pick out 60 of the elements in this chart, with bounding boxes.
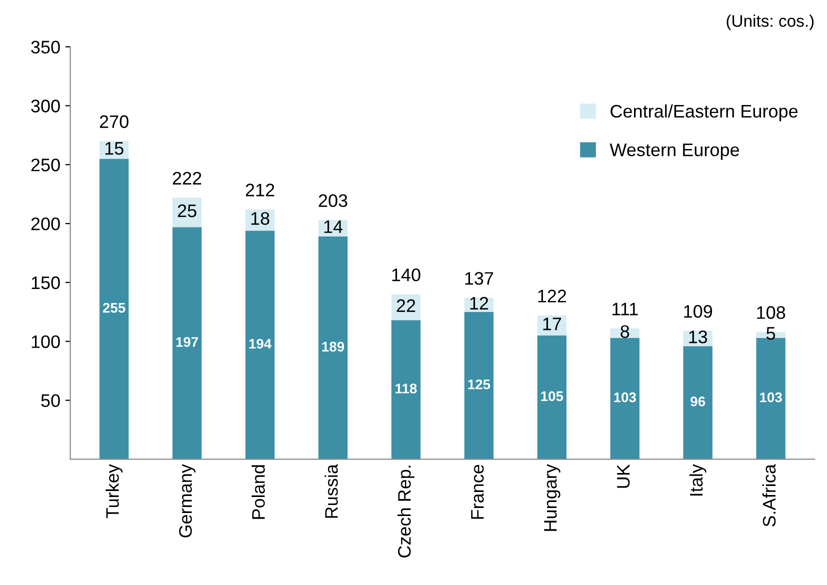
total-label: 140 xyxy=(392,268,420,282)
x-tick-label: France xyxy=(471,464,484,519)
bar xyxy=(683,346,712,460)
data-label: 125 xyxy=(468,379,490,390)
x-tick-label: Germany xyxy=(179,464,196,538)
data-label: 105 xyxy=(541,391,564,402)
data-label: 12 xyxy=(470,296,488,310)
data-label: 8 xyxy=(620,325,630,338)
x-tick-label: UK xyxy=(617,464,630,488)
data-label: 15 xyxy=(105,142,124,155)
bar xyxy=(537,335,566,460)
total-label: 222 xyxy=(172,172,202,184)
data-label: 17 xyxy=(543,318,562,330)
total-label: 270 xyxy=(100,115,128,128)
data-label: 103 xyxy=(760,392,782,402)
data-label: 13 xyxy=(689,330,708,344)
y-tick-label: 200 xyxy=(31,217,60,230)
data-label: 25 xyxy=(178,204,196,218)
y-tick-label: 50 xyxy=(41,394,60,408)
x-tick-label: Italy xyxy=(689,464,706,496)
x-tick-label: Poland xyxy=(252,465,265,519)
data-label: 5 xyxy=(766,327,776,340)
total-label: 203 xyxy=(318,194,348,208)
bar xyxy=(610,338,640,460)
y-tick-label: 150 xyxy=(32,276,60,290)
legend-label: Central/Eastern Europe xyxy=(610,104,798,122)
bar xyxy=(172,198,202,228)
bar xyxy=(391,320,421,460)
x-tick-label: Czech Rep. xyxy=(398,466,414,558)
y-tick-label: 350 xyxy=(31,40,60,54)
x-tick-label: Hungary xyxy=(544,464,560,531)
total-label: 122 xyxy=(538,290,566,302)
total-label: 109 xyxy=(684,305,712,318)
data-label: 255 xyxy=(102,302,126,313)
total-label: 111 xyxy=(612,302,638,316)
total-label: 137 xyxy=(465,272,494,285)
data-label: 14 xyxy=(324,220,343,233)
bar xyxy=(318,236,348,460)
data-label: 96 xyxy=(690,396,706,406)
bar xyxy=(464,312,494,460)
data-label: 118 xyxy=(396,384,417,394)
bar xyxy=(245,230,275,460)
data-label: 103 xyxy=(614,392,636,402)
y-tick-label: 250 xyxy=(31,158,60,172)
data-label: 22 xyxy=(396,299,416,312)
data-label: 189 xyxy=(322,342,344,352)
data-label: 194 xyxy=(249,338,272,349)
total-label: 108 xyxy=(757,306,786,319)
total-label: 212 xyxy=(246,184,274,196)
x-tick-label: S.Africa xyxy=(762,464,776,526)
legend-label: Western Europe xyxy=(610,144,740,160)
x-tick-label: Russia xyxy=(324,464,338,518)
y-tick-label: 300 xyxy=(31,100,60,112)
text: (Units: cos.) xyxy=(726,14,814,30)
bar xyxy=(99,158,129,460)
data-label: 18 xyxy=(251,212,270,225)
x-tick-label: Turkey xyxy=(106,464,122,518)
data-label: 197 xyxy=(176,337,198,347)
y-tick-label: 100 xyxy=(32,335,60,348)
bar xyxy=(172,227,202,460)
